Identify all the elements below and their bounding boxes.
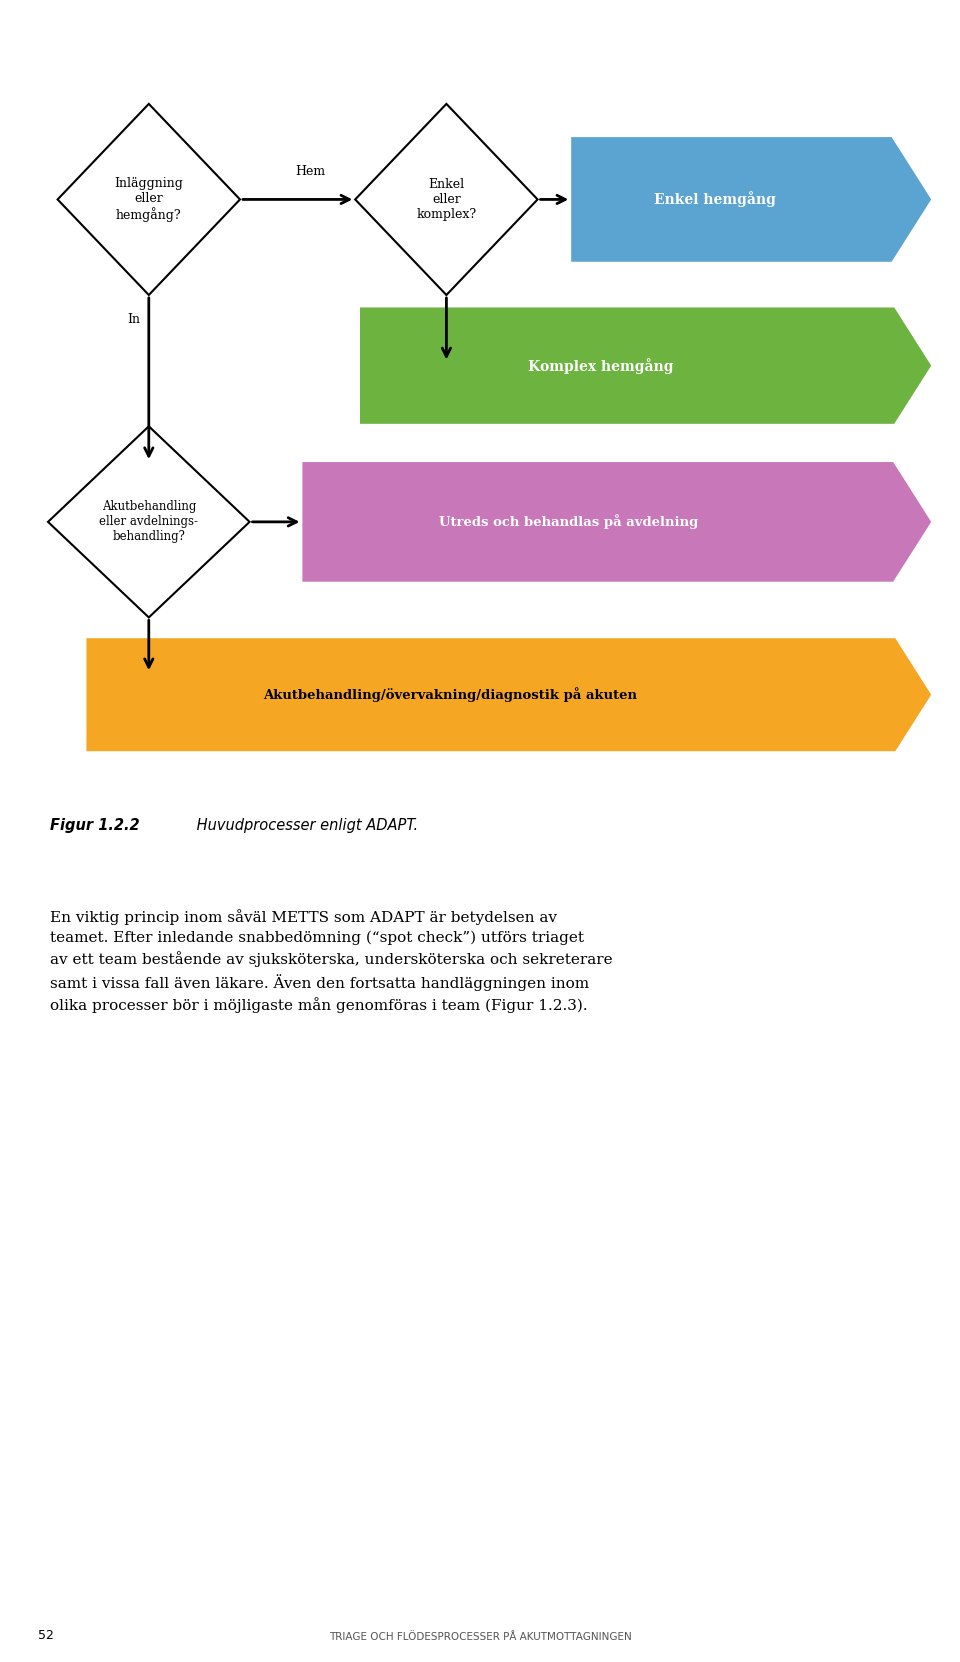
- Text: Enkel hemgång: Enkel hemgång: [655, 191, 777, 208]
- Text: Enkel
eller
komplex?: Enkel eller komplex?: [417, 178, 476, 221]
- Text: TRIAGE OCH FLÖDESPROCESSER PÅ AKUTMOTTAGNINGEN: TRIAGE OCH FLÖDESPROCESSER PÅ AKUTMOTTAG…: [328, 1632, 632, 1642]
- Text: Figur 1.2.2: Figur 1.2.2: [50, 818, 139, 833]
- Text: In: In: [128, 312, 141, 326]
- Polygon shape: [360, 307, 931, 424]
- Text: Inläggning
eller
hemgång?: Inläggning eller hemgång?: [114, 176, 183, 223]
- Text: Utreds och behandlas på avdelning: Utreds och behandlas på avdelning: [439, 515, 698, 529]
- Text: Komplex hemgång: Komplex hemgång: [528, 357, 673, 374]
- Polygon shape: [302, 462, 931, 582]
- Text: Akutbehandling
eller avdelnings-
behandling?: Akutbehandling eller avdelnings- behandl…: [99, 500, 199, 543]
- Text: Hem: Hem: [295, 165, 325, 178]
- Text: Akutbehandling/övervakning/diagnostik på akuten: Akutbehandling/övervakning/diagnostik på…: [263, 688, 637, 701]
- Text: En viktig princip inom såväl METTS som ADAPT är betydelsen av
teamet. Efter inle: En viktig princip inom såväl METTS som A…: [50, 909, 612, 1014]
- Polygon shape: [86, 638, 931, 751]
- Text: 52: 52: [38, 1629, 55, 1642]
- Polygon shape: [571, 138, 931, 261]
- Text: Huvudprocesser enligt ADAPT.: Huvudprocesser enligt ADAPT.: [192, 818, 419, 833]
